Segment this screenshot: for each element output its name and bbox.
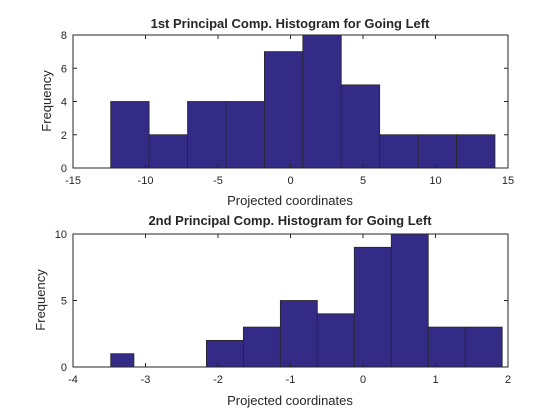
- y-tick-label: 8: [61, 30, 67, 42]
- y-ticks: 0 5 10: [55, 229, 508, 374]
- y-tick-label: 0: [61, 362, 67, 374]
- histogram-bar: [110, 353, 135, 368]
- histogram-bar: [417, 134, 457, 169]
- histogram-2: 2nd Principal Comp. Histogram for Going …: [33, 213, 511, 408]
- x-tick-label: -2: [213, 374, 223, 386]
- x-ticks: -15 -10 -5 0 5 10 15: [65, 35, 514, 187]
- y-axis-label: Frequency: [33, 269, 48, 331]
- y-tick-label: 4: [61, 97, 67, 109]
- histogram-bar: [205, 339, 244, 368]
- histogram-bar: [242, 326, 281, 368]
- x-tick-label: -10: [138, 175, 154, 187]
- x-tick-label: 10: [429, 175, 441, 187]
- x-tick-label: 0: [360, 374, 366, 386]
- histogram-bar: [148, 134, 188, 169]
- x-tick-label: 2: [505, 374, 511, 386]
- histogram-bar: [302, 34, 342, 169]
- x-axis-label: Projected coordinates: [227, 393, 353, 408]
- histogram-bar: [316, 313, 355, 368]
- histogram-bar: [390, 233, 429, 368]
- x-tick-label: -3: [141, 374, 151, 386]
- x-tick-label: 1: [432, 374, 438, 386]
- histogram-1: 1st Principal Comp. Histogram for Going …: [39, 16, 514, 208]
- y-tick-label: 0: [61, 163, 67, 175]
- bars: [110, 34, 496, 169]
- histogram-bar: [379, 134, 419, 169]
- histogram-bar: [456, 134, 496, 169]
- bars: [110, 233, 503, 368]
- chart-title: 1st Principal Comp. Histogram for Going …: [151, 16, 430, 31]
- x-tick-label: 5: [360, 175, 366, 187]
- x-tick-label: 0: [287, 175, 293, 187]
- x-tick-label: -1: [286, 374, 296, 386]
- histogram-bar: [110, 101, 150, 169]
- histogram-bar: [427, 326, 466, 368]
- x-tick-label: 15: [502, 175, 514, 187]
- y-axis-label: Frequency: [39, 70, 54, 132]
- x-axis-label: Projected coordinates: [227, 193, 353, 208]
- histogram-bar: [464, 326, 503, 368]
- histogram-bar: [279, 300, 318, 368]
- histogram-bar: [187, 101, 227, 169]
- histogram-bar: [225, 101, 265, 169]
- x-tick-label: -5: [213, 175, 223, 187]
- y-ticks: 0 2 4 6 8: [61, 30, 508, 175]
- x-ticks: -4 -3 -2 -1 0 1 2: [68, 234, 511, 386]
- y-tick-label: 6: [61, 63, 67, 75]
- histogram-bar: [263, 51, 304, 169]
- y-tick-label: 5: [61, 296, 67, 308]
- x-tick-label: -4: [68, 374, 78, 386]
- histogram-bar: [340, 84, 381, 169]
- y-tick-label: 2: [61, 130, 67, 142]
- y-tick-label: 10: [55, 229, 67, 241]
- histogram-bar: [353, 246, 392, 368]
- chart-title: 2nd Principal Comp. Histogram for Going …: [148, 213, 432, 228]
- x-tick-label: -15: [65, 175, 81, 187]
